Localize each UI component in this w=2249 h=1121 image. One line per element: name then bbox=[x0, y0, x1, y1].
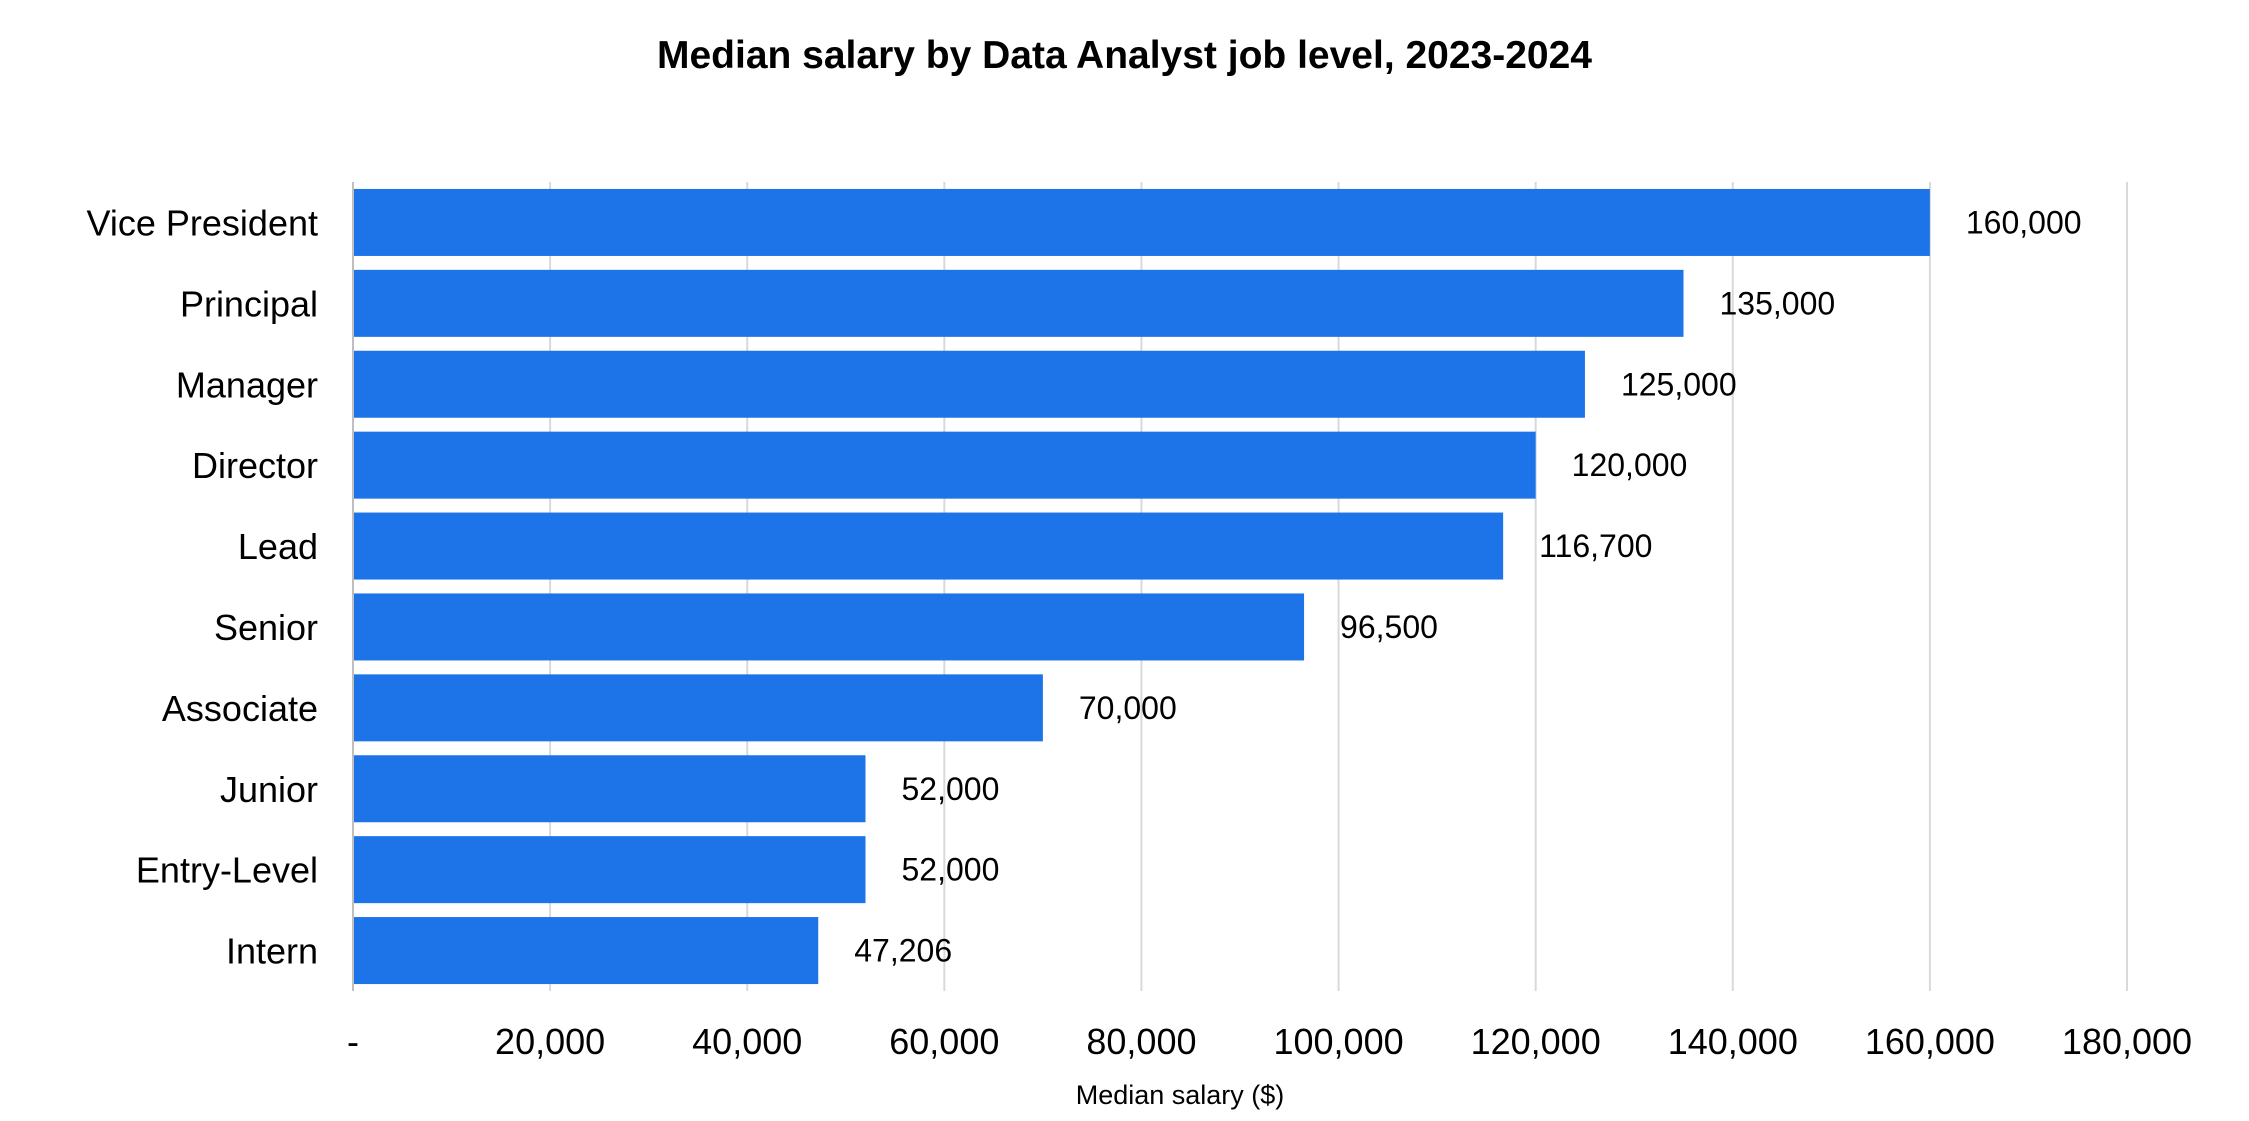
x-tick-label: 140,000 bbox=[1668, 1021, 1798, 1062]
x-tick-label: 40,000 bbox=[692, 1021, 802, 1062]
bar bbox=[353, 836, 866, 904]
bar-value-label: 135,000 bbox=[1720, 285, 1836, 321]
category-label: Principal bbox=[180, 283, 318, 324]
category-label: Senior bbox=[214, 607, 318, 648]
category-label: Entry-Level bbox=[136, 850, 318, 891]
category-label: Lead bbox=[238, 526, 318, 567]
bar-value-labels: 160,000 135,000 125,000 120,000 116,700 96,50… bbox=[854, 204, 2081, 968]
x-tick-label: 120,000 bbox=[1471, 1021, 1601, 1062]
bar-value-label: 52,000 bbox=[901, 852, 999, 888]
bar bbox=[353, 512, 1504, 580]
category-label: Associate bbox=[162, 688, 318, 729]
x-axis-tick-labels: - 20,000 40,000 60,000 80,000 100,000 120,000 1… bbox=[347, 1021, 2192, 1062]
x-tick-label: 180,000 bbox=[2062, 1021, 2192, 1062]
x-tick-label: 160,000 bbox=[1865, 1021, 1995, 1062]
bar-value-label: 160,000 bbox=[1966, 204, 2082, 240]
category-labels: Vice President Principal Manager Director Le… bbox=[87, 202, 318, 971]
x-tick-label: 20,000 bbox=[495, 1021, 605, 1062]
bar bbox=[353, 188, 1930, 256]
category-label: Vice President bbox=[87, 202, 318, 243]
bar bbox=[353, 593, 1305, 661]
bar-value-label: 96,500 bbox=[1340, 609, 1438, 645]
bar bbox=[353, 431, 1536, 499]
category-label: Manager bbox=[176, 364, 318, 405]
bar-value-label: 47,206 bbox=[854, 933, 952, 969]
bar-value-label: 70,000 bbox=[1079, 690, 1177, 726]
x-tick-label: 60,000 bbox=[889, 1021, 999, 1062]
category-label: Director bbox=[192, 445, 318, 486]
bar bbox=[353, 269, 1684, 337]
bar-value-label: 120,000 bbox=[1572, 447, 1688, 483]
x-tick-label: 80,000 bbox=[1086, 1021, 1196, 1062]
bar bbox=[353, 917, 819, 985]
category-label: Intern bbox=[226, 931, 318, 972]
bar bbox=[353, 755, 866, 823]
bar bbox=[353, 350, 1585, 418]
x-tick-label: 100,000 bbox=[1273, 1021, 1403, 1062]
bar-value-label: 125,000 bbox=[1621, 366, 1737, 402]
bars bbox=[353, 188, 1930, 985]
chart-title: Median salary by Data Analyst job level,… bbox=[656, 34, 1592, 77]
x-tick-label: - bbox=[347, 1021, 359, 1062]
bar-value-label: 116,700 bbox=[1539, 528, 1652, 564]
category-label: Junior bbox=[220, 769, 318, 810]
bar-value-label: 52,000 bbox=[901, 771, 999, 807]
x-axis-title: Median salary ($) bbox=[1076, 1080, 1285, 1110]
bar bbox=[353, 674, 1043, 742]
